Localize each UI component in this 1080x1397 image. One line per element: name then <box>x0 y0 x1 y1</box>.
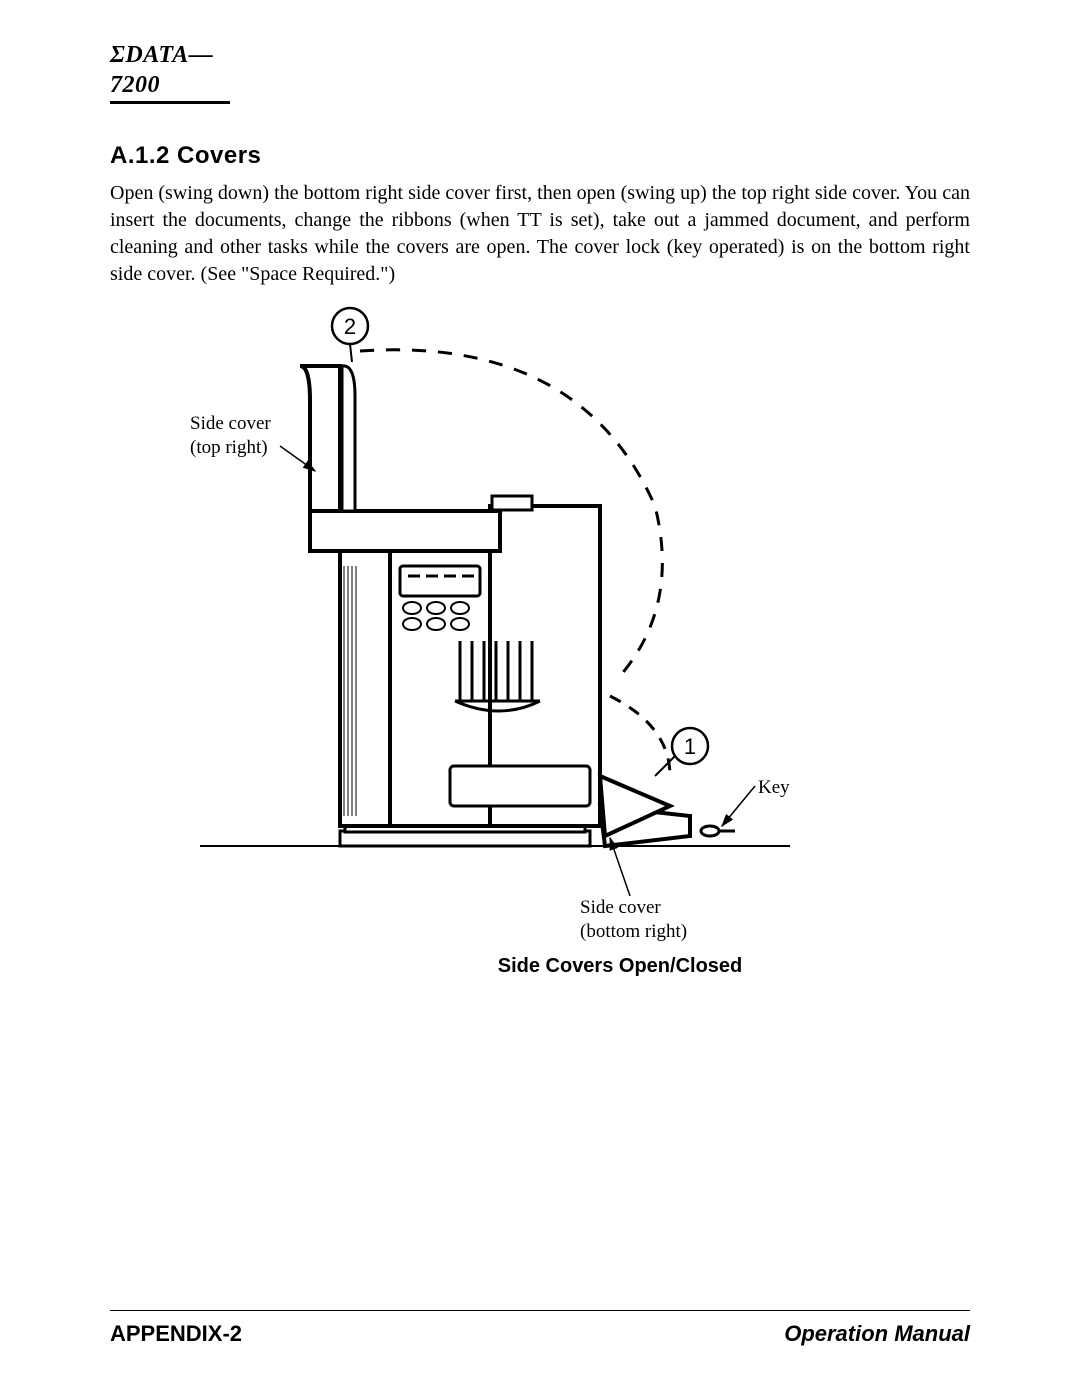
footer: APPENDIX-2 Operation Manual <box>110 1310 970 1347</box>
marker-1-text: 1 <box>684 734 696 759</box>
footer-rule <box>110 1310 970 1311</box>
footer-left: APPENDIX-2 <box>110 1321 242 1347</box>
callout-top-left: Side cover (top right) <box>190 412 271 460</box>
footer-right: Operation Manual <box>784 1321 970 1347</box>
figure: Side cover (top right) Key Side cover (b… <box>110 306 970 1006</box>
callout-top-left-line2: (top right) <box>190 437 268 458</box>
callout-bottom-line2: (bottom right) <box>580 921 687 942</box>
callout-key: Key <box>758 776 790 800</box>
section-heading: A.1.2 Covers <box>110 142 970 170</box>
callout-bottom-line1: Side cover <box>580 897 661 918</box>
logo-text: ΣDATA—7200 <box>110 42 213 98</box>
header-logo: ΣDATA—7200 <box>110 40 230 104</box>
callout-top-left-line1: Side cover <box>190 413 271 434</box>
section-paragraph: Open (swing down) the bottom right side … <box>110 180 970 288</box>
footer-row: APPENDIX-2 Operation Manual <box>110 1321 970 1347</box>
marker-2-text: 2 <box>344 314 356 339</box>
figure-caption: Side Covers Open/Closed <box>270 955 970 978</box>
diagram-svg: 2 1 <box>110 306 970 946</box>
page: ΣDATA—7200 A.1.2 Covers Open (swing down… <box>0 0 1080 1397</box>
callout-bottom: Side cover (bottom right) <box>580 896 687 944</box>
